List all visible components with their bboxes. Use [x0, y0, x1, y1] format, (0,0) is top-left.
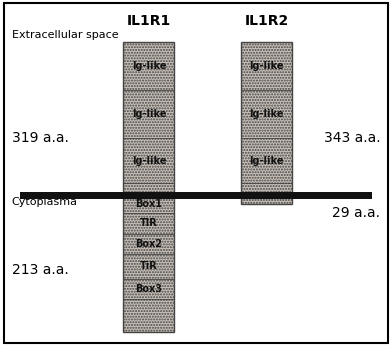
- Text: 343 a.a.: 343 a.a.: [324, 131, 380, 145]
- Text: Box1: Box1: [136, 199, 162, 209]
- Bar: [123, 42, 174, 195]
- Text: 213 a.a.: 213 a.a.: [12, 263, 69, 277]
- Text: 29 a.a.: 29 a.a.: [332, 206, 380, 220]
- Bar: [20, 192, 372, 199]
- Text: TIR: TIR: [140, 218, 158, 228]
- Text: Ig-like: Ig-like: [132, 109, 166, 119]
- Bar: [241, 42, 292, 204]
- Text: Ig-like: Ig-like: [132, 156, 166, 166]
- Text: Box3: Box3: [136, 284, 162, 294]
- Text: Extracellular space: Extracellular space: [12, 30, 118, 39]
- Bar: [123, 195, 174, 332]
- Text: Ig-like: Ig-like: [249, 109, 284, 119]
- Text: Ig-like: Ig-like: [132, 61, 166, 71]
- Text: Cytoplasma: Cytoplasma: [12, 198, 78, 207]
- Text: Ig-like: Ig-like: [249, 156, 284, 166]
- Text: TiR: TiR: [140, 262, 158, 271]
- Text: Box2: Box2: [136, 239, 162, 249]
- Text: 319 a.a.: 319 a.a.: [12, 131, 69, 145]
- Text: Ig-like: Ig-like: [249, 61, 284, 71]
- Text: IL1R2: IL1R2: [245, 14, 289, 28]
- Text: IL1R1: IL1R1: [127, 14, 171, 28]
